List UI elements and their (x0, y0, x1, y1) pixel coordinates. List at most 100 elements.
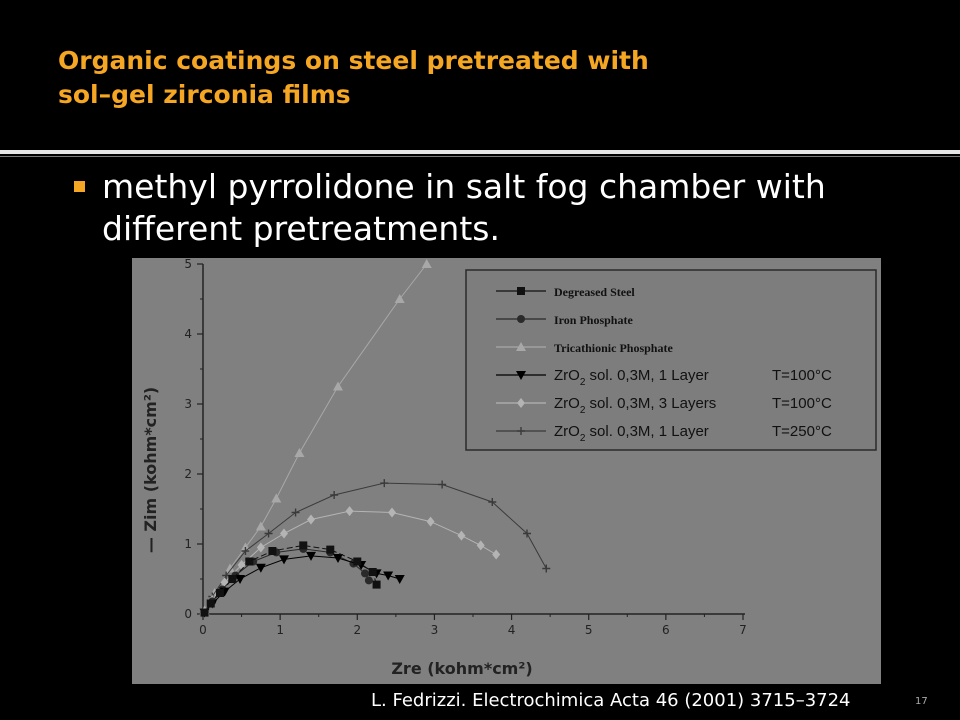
page-number: 17 (915, 696, 928, 707)
legend-label-main: ZrO (554, 423, 580, 440)
y-axis-label: — Zim (kohm*cm²) (141, 387, 160, 553)
x-tick-label: 4 (508, 623, 516, 637)
x-tick-label: 7 (739, 623, 747, 637)
series-point (291, 508, 300, 517)
series-point (394, 575, 405, 584)
series-point (353, 557, 362, 566)
x-tick-label: 6 (662, 623, 670, 637)
series-point (345, 506, 354, 517)
series-point (333, 554, 343, 563)
series-point (228, 575, 237, 583)
legend-label-main: ZrO (554, 395, 580, 412)
series-point (542, 564, 551, 573)
series-point (220, 577, 229, 588)
x-axis-label: Zre (kohm*cm²) (391, 659, 532, 678)
series-point (279, 555, 289, 565)
legend-marker (517, 427, 525, 435)
bullet-text: methyl pyrrolidone in salt fog chamber w… (102, 167, 826, 248)
legend-marker (516, 342, 526, 351)
legend-label: Degreased Steel (554, 285, 635, 299)
series-point (394, 294, 405, 303)
series-point (372, 580, 381, 589)
series-point (333, 381, 343, 391)
x-tick-label: 2 (353, 623, 361, 637)
y-tick-label: 0 (184, 607, 192, 621)
series-point (426, 516, 435, 527)
legend-label: ZrO2 sol. 0,3M, 1 Layer (554, 423, 709, 444)
y-tick-label: 5 (184, 258, 192, 271)
series-point (457, 530, 466, 541)
legend-label-rest: sol. 0,3M, 3 Layers (585, 395, 716, 412)
legend-box (465, 269, 877, 451)
legend-label-main: Iron Phosphate (554, 313, 633, 327)
series-point (438, 480, 447, 489)
legend-label: Iron Phosphate (554, 313, 633, 327)
nyquist-chart: 0 1 2 3 4 5 6 7 0 1 2 3 4 5 Degreased Steel Iron Phosp… (132, 257, 881, 684)
series-point (330, 491, 339, 499)
series-point (523, 529, 531, 538)
title-divider (0, 150, 960, 154)
legend-label-main: ZrO (554, 367, 580, 384)
legend-label-subscript: 2 (580, 433, 586, 444)
series-point (255, 521, 266, 531)
series-point (241, 547, 250, 555)
slide-title: Organic coatings on steel pretreated wit… (58, 44, 918, 112)
legend-label-rest: sol. 0,3M, 1 Layer (585, 423, 708, 440)
axes: 0 1 2 3 4 5 6 7 0 1 2 3 4 5 (184, 257, 747, 637)
x-tick-label: 1 (276, 623, 284, 637)
series-layer (199, 259, 551, 618)
legend-marker (516, 371, 526, 380)
series-point (271, 493, 282, 503)
x-tick-label: 5 (585, 623, 593, 637)
series-point (306, 551, 316, 561)
series-point (280, 528, 288, 539)
legend-label: ZrO2 sol. 0,3M, 1 Layer (554, 367, 709, 388)
series-point (361, 569, 369, 578)
series-point (255, 563, 266, 573)
series-point (225, 563, 235, 573)
legend-label-condition: T=100°C (772, 395, 832, 412)
series-4 (200, 506, 501, 618)
chart-svg: 0 1 2 3 4 5 6 7 0 1 2 3 4 5 Degreased Steel Iron Phosp… (132, 257, 881, 684)
legend-label-subscript: 2 (580, 377, 586, 388)
legend-label-main: Tricathionic Phosphate (554, 341, 673, 355)
series-point (476, 540, 485, 551)
x-tick-label: 0 (199, 623, 207, 637)
legend-marker (517, 315, 525, 323)
legend-marker (517, 287, 525, 295)
y-tick-label: 4 (184, 327, 192, 341)
legend-label-condition: T=100°C (772, 367, 832, 384)
series-point (492, 549, 501, 560)
y-tick-label: 1 (184, 537, 192, 551)
series-point (245, 557, 254, 566)
series-point (206, 599, 215, 608)
title-line-2: sol–gel zirconia films (58, 80, 351, 109)
series-point (264, 529, 273, 538)
legend-label-rest: sol. 0,3M, 1 Layer (585, 367, 708, 384)
series-point (421, 259, 432, 268)
legend-label-condition: T=250°C (772, 423, 832, 440)
title-divider-thin (0, 156, 960, 157)
series-point (200, 608, 209, 617)
legend-marker (517, 398, 525, 408)
x-tick-label: 3 (431, 623, 439, 637)
legend-label-main: Degreased Steel (554, 285, 635, 299)
legend-label: ZrO2 sol. 0,3M, 3 Layers (554, 395, 716, 416)
series-point (488, 498, 497, 506)
series-point (380, 479, 389, 488)
series-point (294, 448, 305, 457)
series-point (364, 576, 373, 585)
series-point (299, 541, 308, 550)
series-point (268, 547, 277, 555)
y-tick-label: 2 (184, 467, 192, 481)
series-point (383, 571, 394, 581)
title-bar: Organic coatings on steel pretreated wit… (0, 0, 960, 150)
series-point (388, 507, 396, 518)
series-point (256, 542, 265, 553)
series-point (215, 589, 224, 597)
title-line-1: Organic coatings on steel pretreated wit… (58, 46, 649, 75)
series-point (326, 545, 335, 554)
legend-label: Tricathionic Phosphate (554, 341, 673, 355)
legend-label-subscript: 2 (580, 405, 586, 416)
legend: Degreased Steel Iron Phosphate Tricathioni… (465, 269, 877, 451)
